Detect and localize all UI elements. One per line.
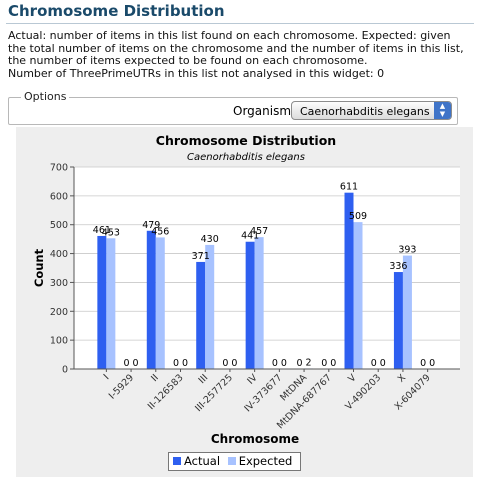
y-tick-label: 0 xyxy=(62,365,68,376)
data-label-expected: 453 xyxy=(102,227,120,238)
bar-actual xyxy=(344,192,354,369)
data-label-expected: 0 xyxy=(182,358,188,369)
data-label-expected: 430 xyxy=(201,234,219,245)
legend-swatch-expected xyxy=(227,457,236,465)
data-label-expected: 0 xyxy=(281,358,287,369)
x-tick-label: X xyxy=(396,372,409,385)
data-label-actual: 0 xyxy=(371,358,377,369)
chart-subtitle: Caenorhabditis elegans xyxy=(187,152,305,163)
legend-label-expected: Expected xyxy=(238,454,293,468)
data-label-actual: 0 xyxy=(173,358,179,369)
organism-select[interactable]: Caenorhabditis elegans ▲ ▼ xyxy=(291,101,452,120)
bar-actual xyxy=(97,235,107,369)
x-tick-label: I-5929 xyxy=(107,372,136,401)
bar-expected xyxy=(155,237,165,369)
data-label-expected: 456 xyxy=(151,226,169,237)
y-tick-label: 700 xyxy=(50,163,68,174)
data-label-actual: 0 xyxy=(124,358,130,369)
page-title: Chromosome Distribution xyxy=(8,2,225,20)
y-axis-title: Count xyxy=(32,248,46,287)
x-tick-label: V xyxy=(346,372,359,385)
bar-expected xyxy=(205,244,215,369)
y-tick-label: 300 xyxy=(50,278,68,289)
data-label-expected: 457 xyxy=(250,226,268,237)
data-label-expected: 393 xyxy=(398,245,416,256)
bar-actual xyxy=(245,241,255,369)
data-label-expected: 0 xyxy=(380,358,386,369)
data-label-expected: 0 xyxy=(231,358,237,369)
data-label-actual: 0 xyxy=(420,358,426,369)
x-tick-label: I xyxy=(102,372,112,382)
data-label-expected: 0 xyxy=(330,358,336,369)
y-tick-label: 600 xyxy=(50,191,68,202)
data-label-expected: 2 xyxy=(306,357,312,368)
data-label-actual: 611 xyxy=(340,182,358,193)
bar-actual xyxy=(393,272,403,369)
data-label-expected: 0 xyxy=(133,358,139,369)
organism-label: Organism: xyxy=(233,104,296,118)
legend-item-expected: Expected xyxy=(227,454,293,468)
bar-actual xyxy=(196,261,206,369)
widget-description: Actual: number of items in this list fou… xyxy=(8,29,470,80)
data-label-actual: 479 xyxy=(142,220,160,231)
x-tick-label: II xyxy=(149,372,161,384)
data-label-actual: 0 xyxy=(272,358,278,369)
x-tick-label: III xyxy=(197,372,211,386)
chart-title: Chromosome Distribution xyxy=(156,133,336,148)
bar-expected xyxy=(106,238,116,369)
data-label-actual: 0 xyxy=(297,358,303,369)
chromosome-distribution-chart: Chromosome Distribution Caenorhabditis e… xyxy=(32,133,460,446)
options-fieldset: Options Organism: Caenorhabditis elegans… xyxy=(8,90,458,125)
x-axis-title: Chromosome xyxy=(211,432,299,446)
y-tick-label: 400 xyxy=(50,249,68,260)
data-label-expected: 0 xyxy=(429,358,435,369)
data-label-expected: 509 xyxy=(349,211,367,222)
y-tick-label: 500 xyxy=(50,220,68,231)
organism-select-value: Caenorhabditis elegans xyxy=(300,105,430,118)
data-label-actual: 0 xyxy=(321,358,327,369)
title-divider xyxy=(6,23,474,24)
chart-panel: Chromosome Distribution Caenorhabditis e… xyxy=(16,127,473,477)
not-analysed-text: Number of ThreePrimeUTRs in this list no… xyxy=(8,66,385,80)
options-legend: Options xyxy=(21,90,70,103)
data-label-actual: 461 xyxy=(93,225,111,236)
legend-item-actual: Actual xyxy=(173,454,224,468)
bar-expected xyxy=(402,255,412,369)
chart-legend: Actual Expected xyxy=(168,452,302,471)
y-tick-label: 200 xyxy=(50,307,68,318)
description-text: Actual: number of items in this list fou… xyxy=(8,29,464,68)
data-label-actual: 441 xyxy=(241,231,259,242)
data-label-actual: 336 xyxy=(389,261,407,272)
y-tick-label: 100 xyxy=(50,336,68,347)
bar-expected xyxy=(254,237,264,369)
bar-actual xyxy=(146,230,156,369)
legend-label-actual: Actual xyxy=(184,454,221,468)
data-label-actual: 0 xyxy=(222,358,228,369)
select-arrows-icon: ▲ ▼ xyxy=(434,102,451,119)
legend-swatch-actual xyxy=(173,457,181,465)
x-tick-label: IV xyxy=(245,372,260,387)
bar-expected xyxy=(353,222,363,369)
data-label-actual: 371 xyxy=(192,251,210,262)
